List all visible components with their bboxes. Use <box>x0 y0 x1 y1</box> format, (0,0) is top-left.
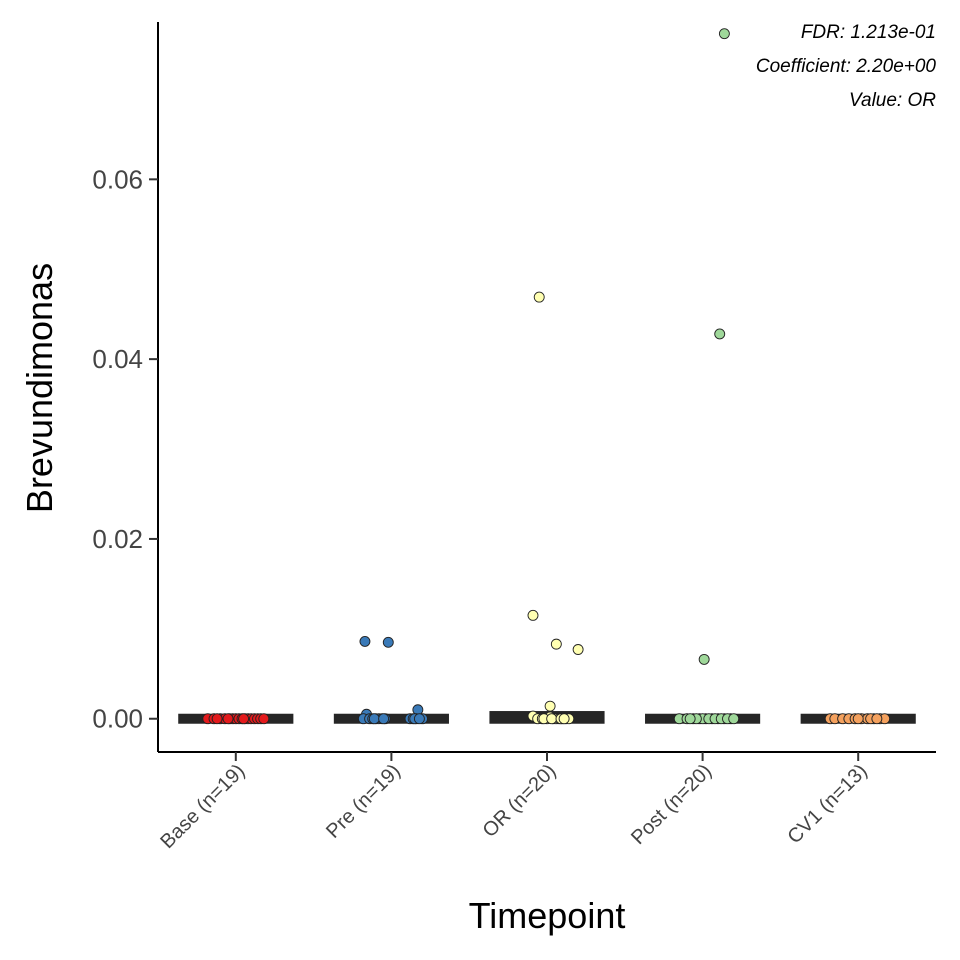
data-point <box>684 713 696 725</box>
data-point <box>698 653 710 665</box>
data-point <box>359 635 371 647</box>
data-point <box>728 713 740 725</box>
x-tick-label: CV1 (n=13) <box>783 760 871 848</box>
data-point <box>211 713 223 725</box>
data-point <box>412 704 424 716</box>
data-point <box>378 713 390 725</box>
data-point <box>533 291 545 303</box>
data-point <box>382 636 394 648</box>
data-point <box>413 713 425 725</box>
data-point <box>714 328 726 340</box>
data-point <box>544 700 556 712</box>
median-bar <box>333 713 449 724</box>
data-point <box>258 713 270 725</box>
data-point <box>572 644 584 655</box>
data-point <box>852 713 864 725</box>
y-tick-label: 0.00 <box>92 704 143 734</box>
data-point <box>527 609 539 621</box>
plot-area: 0.00 0.02 0.04 0.06 Base (n=19) Pre (n=19) OR … <box>92 22 936 853</box>
y-tick-label: 0.06 <box>92 164 143 194</box>
y-tick-label: 0.02 <box>92 524 143 554</box>
data-point <box>546 713 558 725</box>
x-axis-title: Timepoint <box>469 895 626 936</box>
annotations: FDR: 1.213e-01 Coefficient: 2.20e+00 Value… <box>756 22 937 111</box>
stat-annotation: Coefficient: 2.20e+00 <box>756 56 937 77</box>
x-tick-label: Base (n=19) <box>156 760 249 853</box>
data-point <box>550 638 562 650</box>
x-tick-label: Post (n=20) <box>627 760 716 849</box>
data-point <box>222 713 234 725</box>
x-tick-label: Pre (n=19) <box>322 760 405 843</box>
stat-annotation: FDR: 1.213e-01 <box>801 22 936 43</box>
y-axis-title: Brevundimonas <box>19 263 60 513</box>
y-tick-label: 0.04 <box>92 344 143 374</box>
data-point <box>558 713 570 725</box>
data-point <box>871 713 883 725</box>
data-point <box>718 28 730 40</box>
x-tick-label: OR (n=20) <box>479 760 561 842</box>
stat-annotation: Value: OR <box>849 90 936 111</box>
data-point <box>368 713 380 725</box>
data-point <box>238 713 250 725</box>
